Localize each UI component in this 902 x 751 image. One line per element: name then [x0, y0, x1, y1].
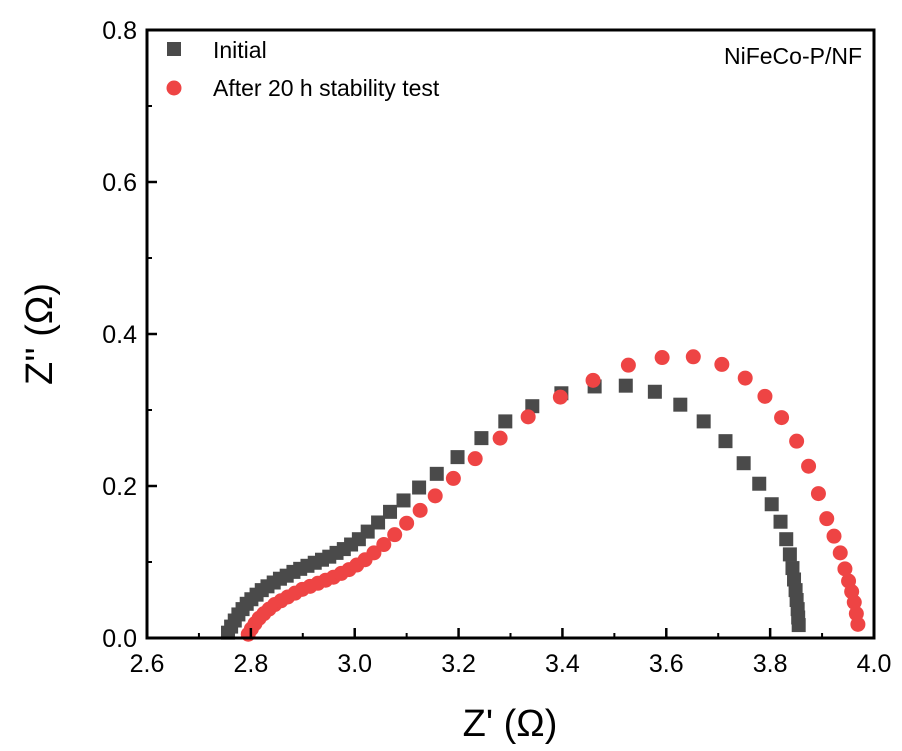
y-axis-title: Z'' (Ω): [19, 283, 61, 385]
data-point-initial: [718, 434, 733, 449]
data-point-after-stability: [492, 430, 508, 446]
data-point-initial: [785, 561, 800, 576]
y-tick-label: 0.8: [102, 17, 137, 45]
data-point-initial: [474, 431, 489, 446]
data-point-after-stability: [714, 356, 730, 372]
plot-frame: [145, 28, 876, 640]
y-tick-label: 0.2: [102, 473, 137, 501]
data-point-after-stability: [399, 515, 415, 531]
data-point-initial: [736, 456, 751, 471]
data-point-after-stability: [467, 451, 483, 467]
data-point-initial: [696, 414, 711, 429]
data-point-initial: [412, 480, 427, 495]
data-point-initial: [371, 515, 386, 530]
legend-marker-after: [166, 80, 182, 96]
legend-label-initial: Initial: [213, 37, 267, 63]
data-point-initial: [498, 414, 513, 429]
data-point-after-stability: [757, 388, 773, 404]
x-tick-label: 2.6: [130, 650, 165, 678]
data-point-after-stability: [846, 594, 862, 610]
data-point-after-stability: [832, 545, 848, 561]
data-point-initial: [383, 504, 398, 519]
x-tick-label: 3.2: [441, 650, 476, 678]
data-point-after-stability: [774, 410, 790, 426]
data-point-initial: [618, 378, 633, 393]
data-point-after-stability: [850, 616, 866, 632]
x-tick-label: 3.0: [337, 650, 372, 678]
data-point-initial: [779, 532, 794, 547]
data-point-after-stability: [366, 545, 382, 561]
series-initial-markers: [221, 378, 806, 640]
data-point-initial: [450, 450, 465, 465]
data-point-after-stability: [585, 372, 601, 388]
y-tick-label: 0.6: [102, 169, 137, 197]
legend: Initial After 20 h stability test: [166, 37, 440, 101]
legend-label-after: After 20 h stability test: [213, 75, 440, 101]
data-point-initial: [782, 547, 797, 562]
data-point-initial: [396, 493, 411, 508]
data-point-after-stability: [520, 409, 536, 425]
y-axis-ticks: 0.0 0.2 0.4 0.6 0.8: [102, 17, 157, 653]
data-point-after-stability: [801, 458, 817, 474]
data-point-initial: [791, 618, 806, 633]
data-point-after-stability: [376, 537, 392, 553]
data-point-after-stability: [685, 349, 701, 365]
data-point-after-stability: [387, 527, 403, 543]
series-after-stability-markers: [240, 349, 866, 642]
data-point-initial: [773, 514, 788, 529]
legend-marker-initial: [167, 42, 181, 56]
x-tick-label: 2.8: [233, 650, 268, 678]
data-point-initial: [647, 384, 662, 399]
data-point-initial: [429, 466, 444, 481]
x-tick-label: 4.0: [857, 650, 892, 678]
data-point-after-stability: [412, 502, 428, 518]
sample-annotation: NiFeCo-P/NF: [724, 43, 862, 69]
x-tick-label: 3.8: [753, 650, 788, 678]
data-point-initial: [764, 497, 779, 512]
data-point-after-stability: [826, 528, 842, 544]
x-axis-ticks: 2.6 2.8 3.0 3.2 3.4 3.6 3.8 4.0: [130, 628, 892, 678]
data-point-initial: [673, 397, 688, 412]
x-tick-label: 3.4: [545, 650, 580, 678]
y-tick-label: 0.0: [102, 625, 137, 653]
x-tick-label: 3.6: [649, 650, 684, 678]
data-point-initial: [787, 572, 802, 587]
data-point-after-stability: [737, 370, 753, 386]
data-point-after-stability: [819, 511, 835, 527]
data-point-after-stability: [445, 470, 461, 486]
data-point-after-stability: [427, 488, 443, 504]
data-point-after-stability: [552, 389, 568, 405]
data-point-after-stability: [620, 357, 636, 373]
data-point-initial: [752, 476, 767, 491]
data-point-after-stability: [810, 486, 826, 502]
data-point-after-stability: [789, 433, 805, 449]
data-point-after-stability: [654, 350, 670, 366]
y-tick-label: 0.4: [102, 321, 137, 349]
data-point-after-stability: [837, 561, 853, 577]
x-axis-title: Z' (Ω): [463, 703, 558, 745]
